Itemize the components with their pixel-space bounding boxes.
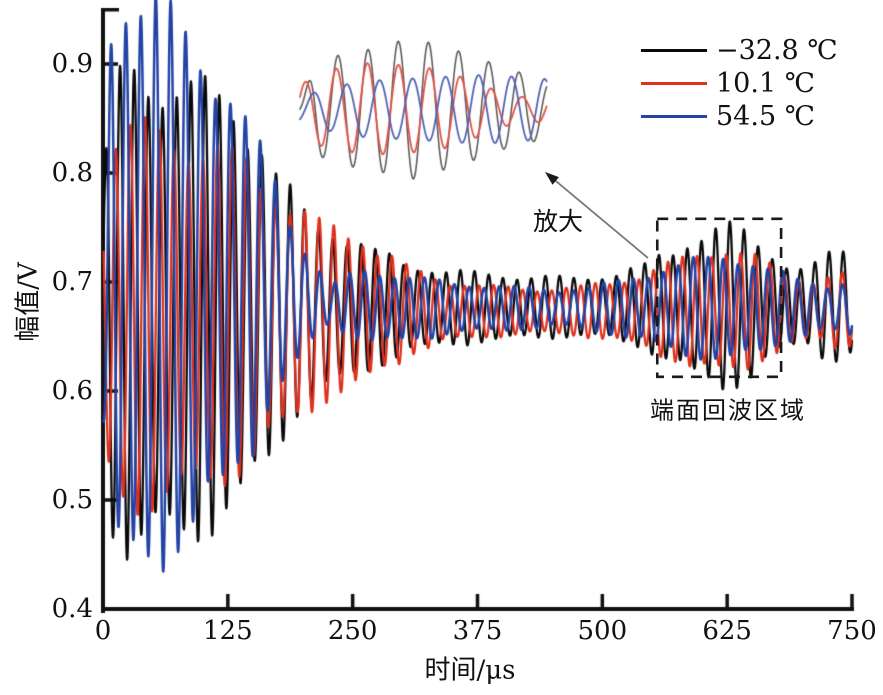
y-tick-label: 0.7 <box>51 267 93 297</box>
x-tick-label: 625 <box>702 616 752 646</box>
x-tick-label: 250 <box>327 616 378 646</box>
echo-region-label: 端面回波区域 <box>650 396 806 425</box>
y-tick-label: 0.4 <box>51 594 93 624</box>
y-tick-label: 0.9 <box>51 49 93 79</box>
x-tick-label: 750 <box>827 616 877 646</box>
legend-label: 54.5 ℃ <box>716 101 815 132</box>
legend-line-swatch <box>641 82 707 85</box>
legend-line-swatch <box>641 49 707 52</box>
legend-entry: −32.8 ℃ <box>641 34 838 67</box>
legend-label: 10.1 ℃ <box>716 68 815 99</box>
x-axis-title: 时间/μs <box>424 655 516 686</box>
x-tick-label: 125 <box>203 616 253 646</box>
x-tick-label: 0 <box>94 616 112 646</box>
legend: −32.8 ℃ 10.1 ℃ 54.5 ℃ <box>641 34 838 133</box>
y-tick-label: 0.8 <box>51 158 93 188</box>
legend-entry: 10.1 ℃ <box>641 67 838 100</box>
x-tick-label: 375 <box>452 616 503 646</box>
legend-label: −32.8 ℃ <box>716 35 838 66</box>
legend-entry: 54.5 ℃ <box>641 100 838 133</box>
x-tick-label: 500 <box>577 616 628 646</box>
zoom-annotation-label: 放大 <box>532 207 584 236</box>
legend-line-swatch <box>641 115 707 118</box>
y-tick-label: 0.6 <box>51 376 93 406</box>
y-tick-label: 0.5 <box>51 485 93 515</box>
